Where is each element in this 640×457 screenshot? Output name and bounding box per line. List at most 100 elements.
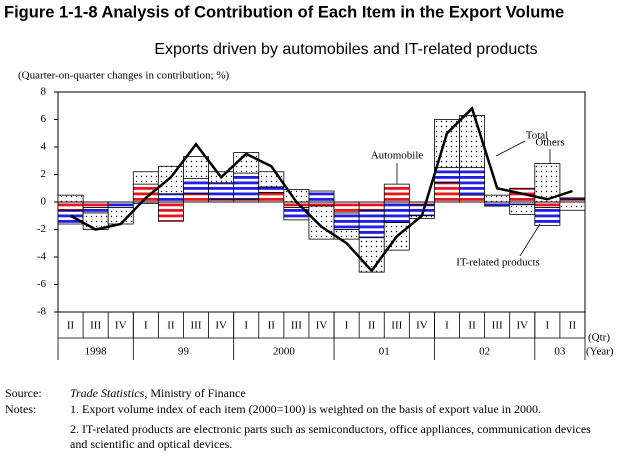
bar-segment (157, 165, 184, 195)
bar-segment (559, 201, 586, 211)
bar-segment (208, 182, 235, 200)
y-tick-label: 8 (41, 86, 47, 98)
bar-segment (132, 171, 159, 185)
bar-segment (183, 178, 209, 195)
chart: Figure 1-1-8 Analysis of Contribution of… (4, 3, 614, 360)
bar-segment (183, 193, 209, 203)
bar-segment (157, 193, 184, 203)
bar-segment (434, 182, 460, 203)
x-tick-label: IV (215, 320, 227, 332)
total-line (69, 106, 573, 273)
bar-segment (82, 201, 109, 208)
bar-segment (383, 201, 410, 224)
bar-segment (57, 201, 84, 211)
bar-segment (208, 198, 235, 203)
bar-segment (333, 212, 360, 230)
x-tick-label: I (345, 320, 349, 332)
callout-line (519, 223, 541, 257)
bar-segment (358, 237, 385, 273)
year-label: 01 (379, 346, 390, 358)
x-tick-label: I (244, 320, 248, 332)
x-tick-label: II (167, 320, 175, 332)
x-tick-label: I (445, 320, 449, 332)
y-tick-label: 4 (41, 141, 47, 153)
bar-segment (107, 201, 134, 208)
bar-segment (434, 167, 460, 184)
y-tick-label: 0 (41, 196, 47, 208)
bar-segment (484, 201, 511, 207)
year-label: 02 (479, 346, 490, 358)
x-tick-label: II (569, 320, 577, 332)
year-label: 1998 (85, 346, 108, 358)
y-tick-label: -6 (37, 278, 47, 290)
bar-segment (534, 201, 561, 208)
bar-segment (308, 201, 335, 207)
bar-segment (233, 172, 260, 200)
bar-segment (333, 201, 360, 214)
x-tick-label: II (67, 320, 75, 332)
x-tick-label: III (90, 320, 101, 332)
figure-title: Figure 1-1-8 Analysis of Contribution of… (4, 3, 564, 21)
bar-segment (509, 201, 536, 206)
x-tick-label: II (368, 320, 376, 332)
bar-segment (57, 194, 84, 203)
bar-segment (459, 114, 486, 169)
y-axis-label: (Quarter-on-quarter changes in contribut… (18, 70, 229, 82)
bar-segment (559, 198, 586, 203)
note: 2. IT-related products are electronic pa… (70, 422, 591, 451)
bar-segment (308, 205, 335, 240)
bar-segment (233, 198, 260, 203)
x-tick-label: III (391, 320, 402, 332)
bar-segment (308, 190, 335, 203)
bar-segment (358, 209, 385, 239)
group-unit-label: (Year) (586, 346, 614, 358)
bar-segment (509, 204, 536, 215)
year-label: 99 (178, 346, 190, 358)
bar-segment (183, 156, 209, 180)
note: 1. Export volume index of each item (200… (70, 402, 541, 416)
callout-line (495, 140, 526, 157)
bar-segment (484, 194, 511, 203)
source-label: Source: (5, 386, 42, 400)
notes-label: Notes: (5, 402, 37, 416)
bar-segment (82, 207, 109, 214)
bar-segment (459, 167, 486, 196)
bar-segment (358, 201, 385, 211)
series-label: Total (526, 130, 548, 142)
x-tick-label: II (468, 320, 476, 332)
x-tick-label: IV (115, 320, 127, 332)
bar-segment (559, 197, 586, 200)
y-tick-label: -2 (37, 223, 46, 235)
x-tick-label: I (144, 320, 148, 332)
chart-title: Exports driven by automobiles and IT-rel… (154, 41, 537, 58)
series-label: Automobile (371, 150, 424, 162)
source-text: Ministry of Finance (150, 386, 246, 400)
series-label: Others (535, 137, 564, 149)
x-tick-label: IV (516, 320, 528, 332)
bar-segment (459, 194, 486, 203)
year-label: 2000 (273, 346, 296, 358)
bar-segment (408, 201, 435, 206)
y-tick-label: 6 (41, 113, 47, 125)
source: Trade Statistics, Ministry of Finance (70, 386, 246, 401)
x-unit-label: (Qtr) (588, 332, 610, 344)
y-tick-label: -4 (37, 251, 47, 263)
x-tick-label: II (268, 320, 276, 332)
x-tick-label: III (191, 320, 202, 332)
year-label: 03 (554, 346, 566, 358)
bar-segment (258, 186, 285, 193)
x-tick-label: IV (416, 320, 428, 332)
bar-segment (383, 183, 410, 203)
bar-segment (157, 201, 184, 222)
bar-segment (258, 191, 285, 203)
x-tick-label: IV (316, 320, 328, 332)
y-tick-label: 2 (41, 168, 47, 180)
x-tick-label: III (291, 320, 302, 332)
bar-segment (534, 207, 561, 226)
series-label: IT-related products (456, 257, 540, 269)
x-tick-label: III (492, 320, 503, 332)
y-tick-label: -8 (37, 306, 47, 318)
source-title: Trade Statistics, (70, 386, 148, 400)
x-tick-label: I (546, 320, 550, 332)
